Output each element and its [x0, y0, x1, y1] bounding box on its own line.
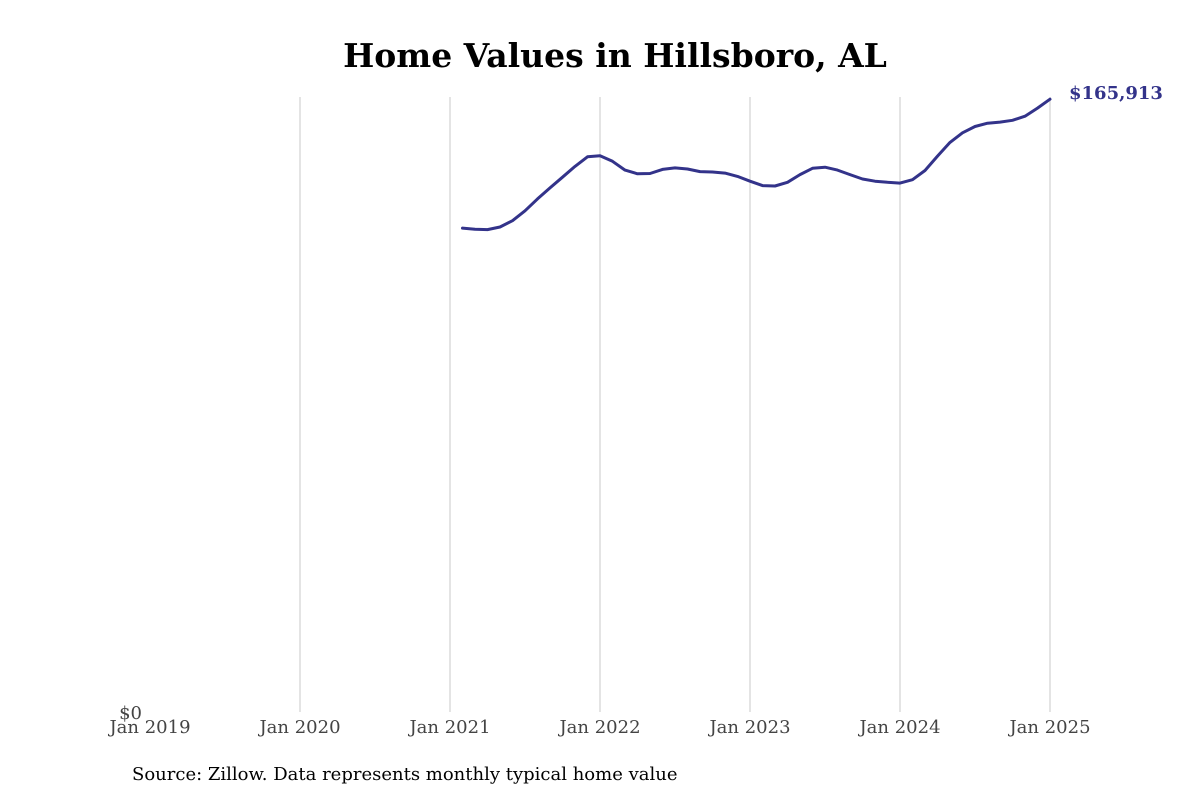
data-point [1036, 106, 1039, 110]
data-point [848, 173, 852, 176]
data-point [698, 170, 702, 173]
series-layer [461, 97, 1052, 232]
x-tick-label: Jan 2023 [707, 717, 790, 738]
end-value-label: $165,913 [1069, 83, 1163, 104]
source-note: Source: Zillow. Data represents monthly … [132, 764, 678, 785]
data-point [623, 168, 627, 172]
data-point [561, 176, 564, 179]
data-point [536, 197, 539, 201]
data-labels: $165,913 [1069, 83, 1163, 104]
data-point [523, 209, 527, 212]
data-point [598, 154, 602, 157]
data-point [573, 165, 577, 168]
data-point [686, 167, 689, 171]
data-point [723, 171, 727, 175]
data-point [673, 166, 677, 170]
axis-tick-labels: Jan 2019 Jan 2020 Jan 2021 Jan 2022 Jan 2023… [107, 703, 1090, 738]
data-point [1048, 98, 1052, 101]
data-point [823, 166, 827, 169]
data-point [748, 180, 752, 183]
data-point [636, 172, 639, 175]
data-point [548, 186, 552, 190]
data-point [498, 225, 502, 229]
data-point [986, 122, 989, 125]
data-point [798, 173, 802, 176]
data-point [486, 228, 489, 231]
data-point [861, 177, 864, 181]
data-point [648, 172, 652, 175]
data-point [886, 181, 889, 184]
data-point [511, 219, 514, 222]
data-point [611, 160, 614, 163]
data-point [973, 125, 977, 128]
data-point [1023, 115, 1027, 118]
data-point [786, 181, 789, 184]
x-tick-label: Jan 2020 [257, 717, 340, 738]
data-point [736, 175, 739, 178]
gridlines [299, 97, 1051, 712]
data-point [961, 131, 964, 134]
data-point [1011, 119, 1014, 122]
data-point [761, 184, 764, 187]
data-point [936, 154, 939, 158]
data-point [811, 167, 814, 170]
x-tick-label: Jan 2019 [107, 717, 190, 738]
x-tick-label: Jan 2021 [407, 717, 490, 738]
x-tick-label: Jan 2024 [857, 717, 940, 738]
data-point [661, 168, 664, 171]
data-point [911, 178, 914, 181]
x-tick-label: Jan 2022 [557, 717, 640, 738]
data-point [461, 226, 464, 230]
data-point [923, 169, 927, 172]
data-point [898, 181, 902, 185]
data-point [773, 184, 777, 188]
data-point [711, 170, 714, 174]
data-point [586, 155, 589, 158]
series-line [461, 97, 1052, 232]
x-tick-label: Jan 2025 [1007, 717, 1090, 738]
data-point [473, 228, 477, 231]
data-point [998, 120, 1002, 124]
data-point [948, 141, 952, 144]
y-tick-label: $0 [119, 703, 142, 724]
data-point [836, 168, 839, 172]
data-point [873, 180, 877, 183]
chart-title: Home Values in Hillsboro, AL [343, 36, 887, 75]
